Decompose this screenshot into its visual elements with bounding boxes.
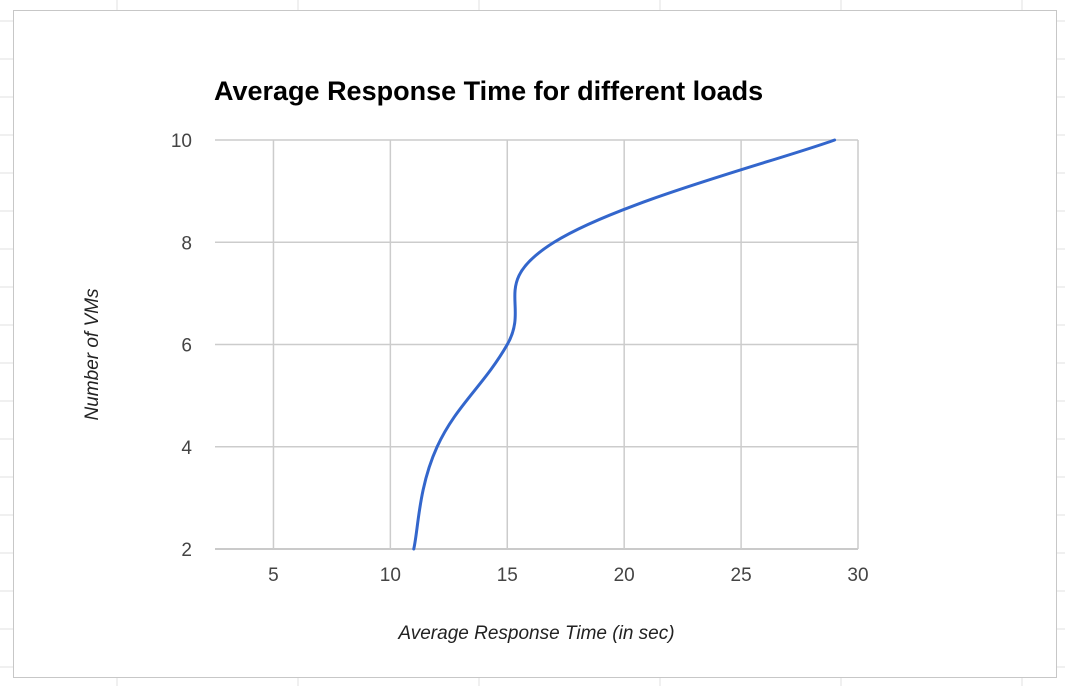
y-axis-title: Number of VMs <box>82 288 103 420</box>
y-tick-label: 10 <box>171 131 192 152</box>
y-tick-label: 2 <box>181 540 192 561</box>
axis-tick-labels: 2 4 6 8 10 5 10 15 20 25 30 <box>171 131 869 586</box>
plot-gridlines <box>215 139 859 550</box>
series-line[interactable] <box>412 138 837 551</box>
x-tick-label: 25 <box>731 565 752 586</box>
series-layer <box>412 138 837 551</box>
y-tick-label: 6 <box>181 336 192 357</box>
x-axis-title: Average Response Time (in sec) <box>397 623 674 644</box>
x-tick-label: 10 <box>380 565 401 586</box>
x-tick-label: 30 <box>847 565 868 586</box>
chart-container[interactable]: Average Response Time for different load… <box>13 10 1057 678</box>
x-tick-label: 5 <box>268 565 279 586</box>
chart-title: Average Response Time for different load… <box>214 76 763 106</box>
x-tick-label: 15 <box>497 565 518 586</box>
y-tick-label: 4 <box>181 438 192 459</box>
line-chart: Average Response Time for different load… <box>82 76 869 644</box>
y-tick-label: 8 <box>181 233 192 254</box>
x-tick-label: 20 <box>614 565 635 586</box>
